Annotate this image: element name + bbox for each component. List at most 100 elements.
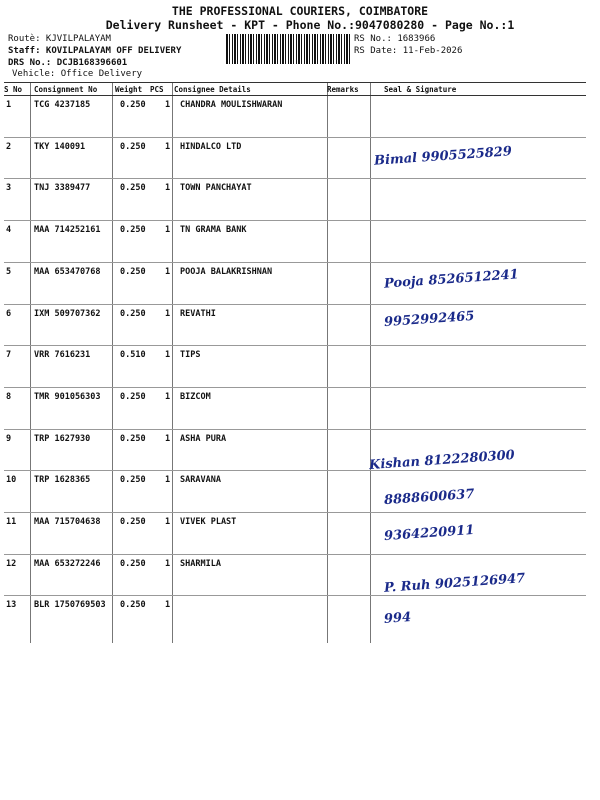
pcs: 1 bbox=[165, 350, 171, 361]
s-no: 9 bbox=[6, 433, 12, 444]
rs-date: RS Date: 11-Feb-2026 bbox=[354, 46, 463, 56]
s-no: 8 bbox=[6, 391, 12, 402]
table-row: 2 TKY 140091 0.250 1 HINDALCO LTD Bimal 99055… bbox=[4, 137, 586, 179]
s-no: 11 bbox=[6, 517, 17, 527]
vehicle: Vehicle: Office Delivery bbox=[12, 69, 143, 79]
weight: 0.250 bbox=[120, 433, 146, 444]
pcs: 1 bbox=[165, 225, 171, 236]
consignment-no: BLR 1750769503 bbox=[34, 600, 106, 611]
consignment-no: MAA 653470768 bbox=[34, 266, 101, 277]
col-pcs: PCS bbox=[150, 85, 164, 94]
s-no: 5 bbox=[6, 266, 12, 277]
table-row: 9 TRP 1627930 0.250 1 ASHA PURA Kishan 812228… bbox=[4, 429, 586, 473]
handwritten-signature: P. Ruh 9025126947 bbox=[383, 570, 526, 596]
col-seal-signature: Seal & Signature bbox=[384, 85, 457, 94]
weight: 0.250 bbox=[120, 391, 146, 402]
consignment-no: TRP 1627930 bbox=[34, 433, 91, 444]
s-no: 7 bbox=[6, 350, 12, 361]
weight: 0.250 bbox=[120, 600, 146, 611]
consignment-no: TMR 901056303 bbox=[34, 391, 101, 402]
consignment-no: TNJ 3389477 bbox=[34, 183, 91, 194]
consignment-no: MAA 714252161 bbox=[34, 225, 101, 236]
table-row: 13 BLR 1750769503 0.250 1 994 bbox=[4, 595, 586, 637]
consignee-name: HINDALCO LTD bbox=[180, 141, 242, 152]
table-row: 3 TNJ 3389477 0.250 1 TOWN PANCHAYAT bbox=[4, 178, 586, 220]
company-title: THE PROFESSIONAL COURIERS, COIMBATORE bbox=[171, 4, 429, 18]
table-row: 6 IXM 509707362 0.250 1 REVATHI 9952992465 bbox=[4, 304, 586, 346]
consignee-name: REVATHI bbox=[180, 308, 216, 319]
consignment-no: VRR 7616231 bbox=[34, 350, 91, 361]
consignment-no: TCG 4237185 bbox=[34, 100, 91, 110]
pcs: 1 bbox=[165, 600, 171, 611]
rs-no: RS No.: 1683966 bbox=[354, 34, 436, 44]
weight: 0.510 bbox=[120, 350, 146, 361]
col-weight: Weight bbox=[115, 85, 143, 94]
consignment-no: MAA 653272246 bbox=[34, 558, 101, 569]
barcode bbox=[226, 34, 352, 64]
weight: 0.250 bbox=[120, 266, 146, 277]
handwritten-signature: 994 bbox=[383, 610, 412, 628]
table-row: 1 TCG 4237185 0.250 1 CHANDRA MOULISHWARAN bbox=[4, 95, 586, 137]
s-no: 1 bbox=[6, 100, 12, 110]
handwritten-signature: Pooja 8526512241 bbox=[383, 267, 520, 292]
consignee-name: BIZCOM bbox=[180, 391, 211, 402]
consignee-name: TOWN PANCHAYAT bbox=[180, 183, 252, 194]
drs-no: DRS No.: DCJB168396601 bbox=[8, 58, 128, 68]
handwritten-signature: 9364220911 bbox=[383, 522, 475, 545]
weight: 0.250 bbox=[120, 475, 146, 486]
consignee-name: TN GRAMA BANK bbox=[180, 225, 247, 236]
pcs: 1 bbox=[165, 183, 171, 194]
pcs: 1 bbox=[165, 308, 171, 319]
runsheet-table: S No Consignment No Weight PCS Consignee… bbox=[4, 82, 586, 643]
pcs: 1 bbox=[165, 141, 171, 152]
table-row: 8 TMR 901056303 0.250 1 BIZCOM bbox=[4, 387, 586, 429]
col-consignment: Consignment No bbox=[34, 85, 98, 94]
table-row: 7 VRR 7616231 0.510 1 TIPS bbox=[4, 345, 586, 387]
s-no: 13 bbox=[6, 600, 17, 611]
col-consignee: Consignee Details bbox=[174, 85, 251, 94]
handwritten-signature: Bimal 9905525829 bbox=[373, 143, 513, 169]
handwritten-signature: 9952992465 bbox=[383, 308, 475, 330]
weight: 0.250 bbox=[120, 100, 146, 110]
s-no: 4 bbox=[6, 225, 12, 236]
weight: 0.250 bbox=[120, 183, 146, 194]
staff: Staff: KOVILPALAYAM OFF DELIVERY bbox=[8, 46, 182, 56]
pcs: 1 bbox=[165, 475, 171, 486]
weight: 0.250 bbox=[120, 141, 146, 152]
table-row: 4 MAA 714252161 0.250 1 TN GRAMA BANK bbox=[4, 220, 586, 262]
pcs: 1 bbox=[165, 266, 171, 277]
pcs: 1 bbox=[165, 517, 171, 527]
table-row: 11 MAA 715704638 0.250 1 VIVEK PLAST 93642209… bbox=[4, 512, 586, 554]
col-sno: S No bbox=[4, 85, 23, 94]
consignment-no: MAA 715704638 bbox=[34, 517, 101, 527]
s-no: 2 bbox=[6, 141, 12, 152]
consignee-name: ASHA PURA bbox=[180, 433, 227, 444]
weight: 0.250 bbox=[120, 308, 146, 319]
col-remarks: Remarks bbox=[327, 85, 359, 94]
consignment-no: TKY 140091 bbox=[34, 141, 86, 152]
route: Routè: KJVILPALAYAM bbox=[8, 34, 111, 44]
pcs: 1 bbox=[165, 100, 171, 110]
consignee-name: VIVEK PLAST bbox=[180, 517, 237, 527]
consignment-no: TRP 1628365 bbox=[34, 475, 91, 486]
s-no: 6 bbox=[6, 308, 12, 319]
consignee-name: POOJA BALAKRISHNAN bbox=[180, 266, 273, 277]
s-no: 3 bbox=[6, 183, 12, 194]
consignee-name: SARAVANA bbox=[180, 475, 221, 486]
table-row: 5 MAA 653470768 0.250 1 POOJA BALAKRISHNAN Po… bbox=[4, 262, 586, 304]
table-row: 12 MAA 653272246 0.250 1 SHARMILA P. Ruh 9025… bbox=[4, 554, 586, 596]
weight: 0.250 bbox=[120, 517, 146, 527]
handwritten-signature: 8888600637 bbox=[383, 487, 475, 509]
consignment-no: IXM 509707362 bbox=[34, 308, 101, 319]
pcs: 1 bbox=[165, 433, 171, 444]
weight: 0.250 bbox=[120, 225, 146, 236]
pcs: 1 bbox=[165, 558, 171, 569]
consignee-name: TIPS bbox=[180, 350, 201, 361]
table-row: 10 TRP 1628365 0.250 1 SARAVANA 8888600637 bbox=[4, 470, 586, 512]
consignee-name: SHARMILA bbox=[180, 558, 221, 569]
runsheet-subtitle: Delivery Runsheet - KPT - Phone No.:9047… bbox=[105, 18, 515, 32]
pcs: 1 bbox=[165, 391, 171, 402]
weight: 0.250 bbox=[120, 558, 146, 569]
handwritten-signature: Kishan 8122280300 bbox=[368, 447, 516, 473]
